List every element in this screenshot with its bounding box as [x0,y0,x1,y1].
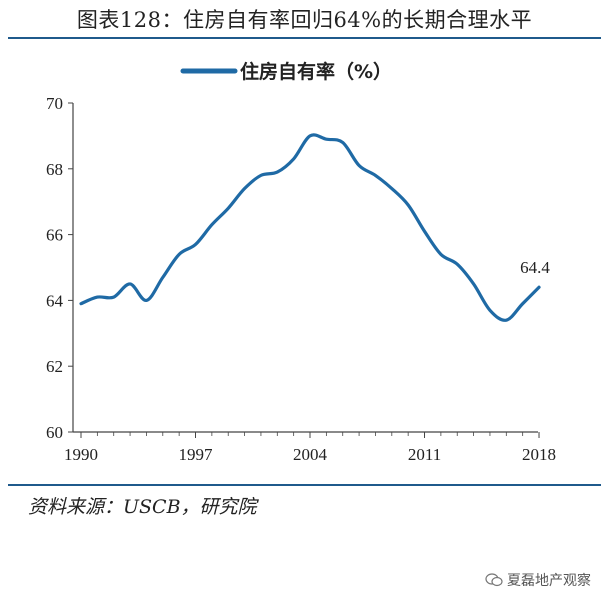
x-tick-label: 2011 [408,445,441,464]
y-tick-label: 70 [46,94,63,113]
y-tick-label: 62 [46,357,63,376]
source-note: 资料来源：USCB，研究院 [28,496,257,518]
chart-legend: 住房自有率（%） [180,60,392,83]
y-tick-label: 66 [46,226,63,245]
chart-series [79,133,541,322]
title-rule [8,37,601,39]
data-label: 64.4 [520,258,550,277]
y-tick-label: 68 [46,160,63,179]
x-tick-label: 2018 [522,445,556,464]
wechat-icon [485,573,503,587]
x-tick-label: 1997 [179,445,214,464]
source-rule [8,484,601,486]
x-tick-label: 1990 [64,445,98,464]
chart-annotations: 64.4 [520,258,550,277]
y-tick-label: 60 [46,423,63,442]
x-tick-label: 2004 [293,445,328,464]
line-chart: 住房自有率（%） 60 62 64 66 68 70 1990 1997 2004 2011 201… [46,60,556,464]
figure-title: 图表128：住房自有率回归64%的长期合理水平 [76,8,533,32]
series-line [79,133,541,322]
watermark-text: 夏磊地产观察 [507,573,591,589]
y-tick-label: 64 [46,291,64,310]
watermark: 夏磊地产观察 [485,570,591,590]
chart-axes: 60 62 64 66 68 70 1990 1997 2004 2011 2018 [46,94,556,464]
legend-label: 住房自有率（%） [240,60,392,83]
